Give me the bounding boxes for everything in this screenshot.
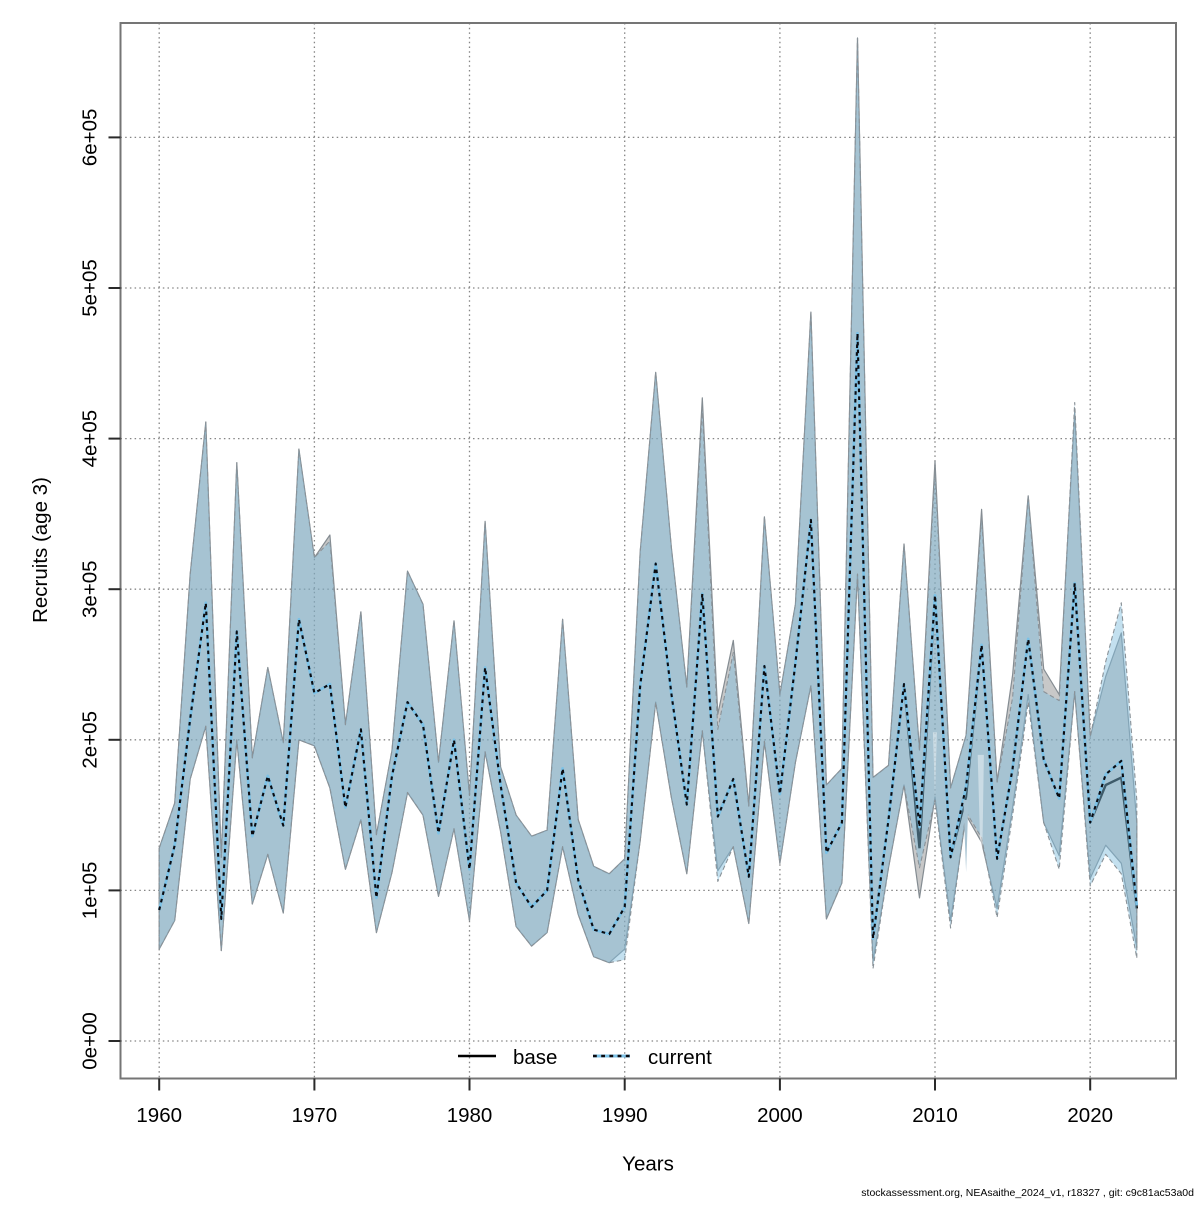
svg-text:1990: 1990 [602, 1104, 648, 1127]
svg-text:current: current [648, 1046, 712, 1069]
svg-text:6e+05: 6e+05 [79, 109, 102, 167]
svg-text:1960: 1960 [136, 1104, 182, 1127]
svg-text:2020: 2020 [1067, 1104, 1113, 1127]
svg-text:2e+05: 2e+05 [79, 711, 102, 769]
svg-text:1980: 1980 [447, 1104, 493, 1127]
svg-text:1970: 1970 [292, 1104, 338, 1127]
svg-text:Recruits (age 3): Recruits (age 3) [29, 477, 52, 623]
svg-text:Years: Years [622, 1153, 674, 1176]
svg-text:5e+05: 5e+05 [79, 259, 102, 317]
svg-text:1e+05: 1e+05 [79, 862, 102, 920]
svg-text:2000: 2000 [757, 1104, 803, 1127]
svg-text:4e+05: 4e+05 [79, 410, 102, 468]
svg-text:3e+05: 3e+05 [79, 560, 102, 618]
svg-text:base: base [513, 1046, 557, 1069]
svg-text:0e+00: 0e+00 [79, 1012, 102, 1070]
svg-text:stockassessment.org, NEAsaithe: stockassessment.org, NEAsaithe_2024_v1, … [861, 1187, 1194, 1199]
svg-text:2010: 2010 [912, 1104, 958, 1127]
